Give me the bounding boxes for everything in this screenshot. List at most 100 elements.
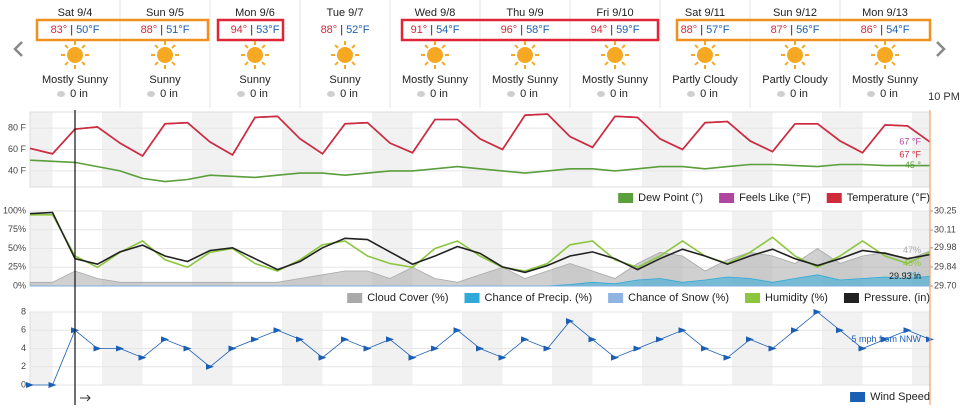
- y2-tick-label: 30.25: [934, 205, 957, 215]
- wind-marker: [206, 363, 214, 370]
- temps: 88° | 52°F: [321, 24, 370, 36]
- legend-label: Wind Speed: [870, 391, 930, 403]
- sun-ray: [711, 61, 716, 66]
- weather-icon: [781, 41, 809, 69]
- wind-marker: [611, 354, 619, 361]
- low-temp: 56°F: [796, 24, 820, 36]
- weather-icon: [151, 41, 179, 69]
- line: [29, 159, 930, 183]
- weather-icon: [601, 41, 629, 69]
- temps: 86° | 54°F: [861, 24, 910, 36]
- legend-swatch: [745, 293, 761, 303]
- legend-label: Cloud Cover (%): [367, 292, 448, 304]
- rain-icon: [417, 91, 425, 97]
- highlight-box: [35, 18, 210, 42]
- high-temp: 83°: [51, 24, 68, 36]
- precip: 0 in: [790, 88, 808, 100]
- y-tick-label: 75%: [8, 224, 26, 234]
- temps: 94° | 53°F: [231, 24, 280, 36]
- separator: |: [880, 24, 883, 36]
- sun-ray: [171, 44, 176, 49]
- wind-marker: [296, 336, 304, 343]
- wind-marker: [858, 345, 867, 352]
- sun-ray: [154, 61, 159, 66]
- sun-ray: [784, 61, 789, 66]
- condition: Mostly Sunny: [852, 74, 919, 86]
- wind-marker: [408, 354, 417, 361]
- sun-ray: [171, 61, 176, 66]
- sun: [427, 47, 443, 63]
- line: [30, 214, 931, 272]
- sun-ray: [424, 61, 429, 66]
- rain-icon: [507, 91, 515, 97]
- wind-marker: [431, 345, 439, 352]
- sun-ray: [874, 61, 879, 66]
- wind-marker: [363, 345, 372, 352]
- precip: 0 in: [160, 88, 178, 100]
- y-tick-label: 2: [21, 361, 26, 371]
- weather-icon: [421, 41, 449, 69]
- precip: 0 in: [610, 88, 628, 100]
- low-temp: 52°F: [346, 24, 370, 36]
- precip: 0 in: [250, 88, 268, 100]
- temps: 94° | 59°F: [591, 24, 640, 36]
- day-label: Sat 9/11: [685, 7, 725, 19]
- temps: 87° | 56°F: [771, 24, 820, 36]
- temps: 83° | 50°F: [51, 24, 100, 36]
- sun-ray: [604, 61, 609, 66]
- wind-marker: [116, 345, 124, 352]
- high-temp: 88°: [141, 24, 158, 36]
- sun-ray: [531, 61, 536, 66]
- wind-marker: [813, 309, 822, 315]
- y-tick-label: 60 F: [8, 144, 27, 154]
- next-button[interactable]: [936, 41, 946, 57]
- low-temp: 54°F: [436, 24, 460, 36]
- y2-tick-label: 30.11: [934, 224, 956, 234]
- wind-marker: [746, 336, 754, 343]
- condition: Mostly Sunny: [582, 74, 649, 86]
- condition: Sunny: [239, 74, 271, 86]
- area: [29, 248, 931, 287]
- separator: |: [520, 24, 523, 36]
- sun-ray: [604, 44, 609, 49]
- wind-marker: [161, 336, 169, 343]
- condition: Sunny: [149, 74, 181, 86]
- separator: |: [430, 24, 433, 36]
- low-temp: 54°F: [886, 24, 910, 36]
- precip: 0 in: [880, 88, 898, 100]
- temps: 91° | 54°F: [411, 24, 460, 36]
- sun-ray: [261, 61, 266, 66]
- condition: Mostly Sunny: [402, 74, 469, 86]
- prev-button[interactable]: [13, 41, 23, 57]
- sun-ray: [244, 44, 249, 49]
- temps: 88° | 51°F: [141, 24, 190, 36]
- weather-icon: [871, 41, 899, 69]
- sun-ray: [154, 44, 159, 49]
- wind-marker: [633, 345, 642, 352]
- y-tick-label: 0%: [13, 280, 26, 290]
- day-label: Sun 9/12: [773, 7, 817, 19]
- y-tick-label: 40 F: [8, 165, 27, 175]
- separator: |: [250, 24, 253, 36]
- sun-ray: [64, 44, 69, 49]
- high-temp: 86°: [861, 24, 878, 36]
- sun-ray: [694, 61, 699, 66]
- sun-ray: [334, 61, 339, 66]
- sun-ray: [711, 44, 716, 49]
- legend-swatch: [719, 193, 735, 203]
- wind-marker: [543, 345, 552, 352]
- rain-icon: [57, 91, 65, 97]
- high-temp: 96°: [501, 24, 518, 36]
- wind-marker: [273, 327, 282, 334]
- wind-marker: [476, 345, 484, 352]
- low-temp: 50°F: [76, 24, 100, 36]
- sun-ray: [514, 44, 519, 49]
- rain-icon: [687, 91, 695, 97]
- legend-label: Pressure. (in): [864, 292, 930, 304]
- day-label: Wed 9/8: [415, 7, 456, 19]
- separator: |: [700, 24, 703, 36]
- wind-marker: [498, 354, 507, 361]
- weather-icon: [61, 41, 89, 69]
- wind-marker: [183, 345, 192, 352]
